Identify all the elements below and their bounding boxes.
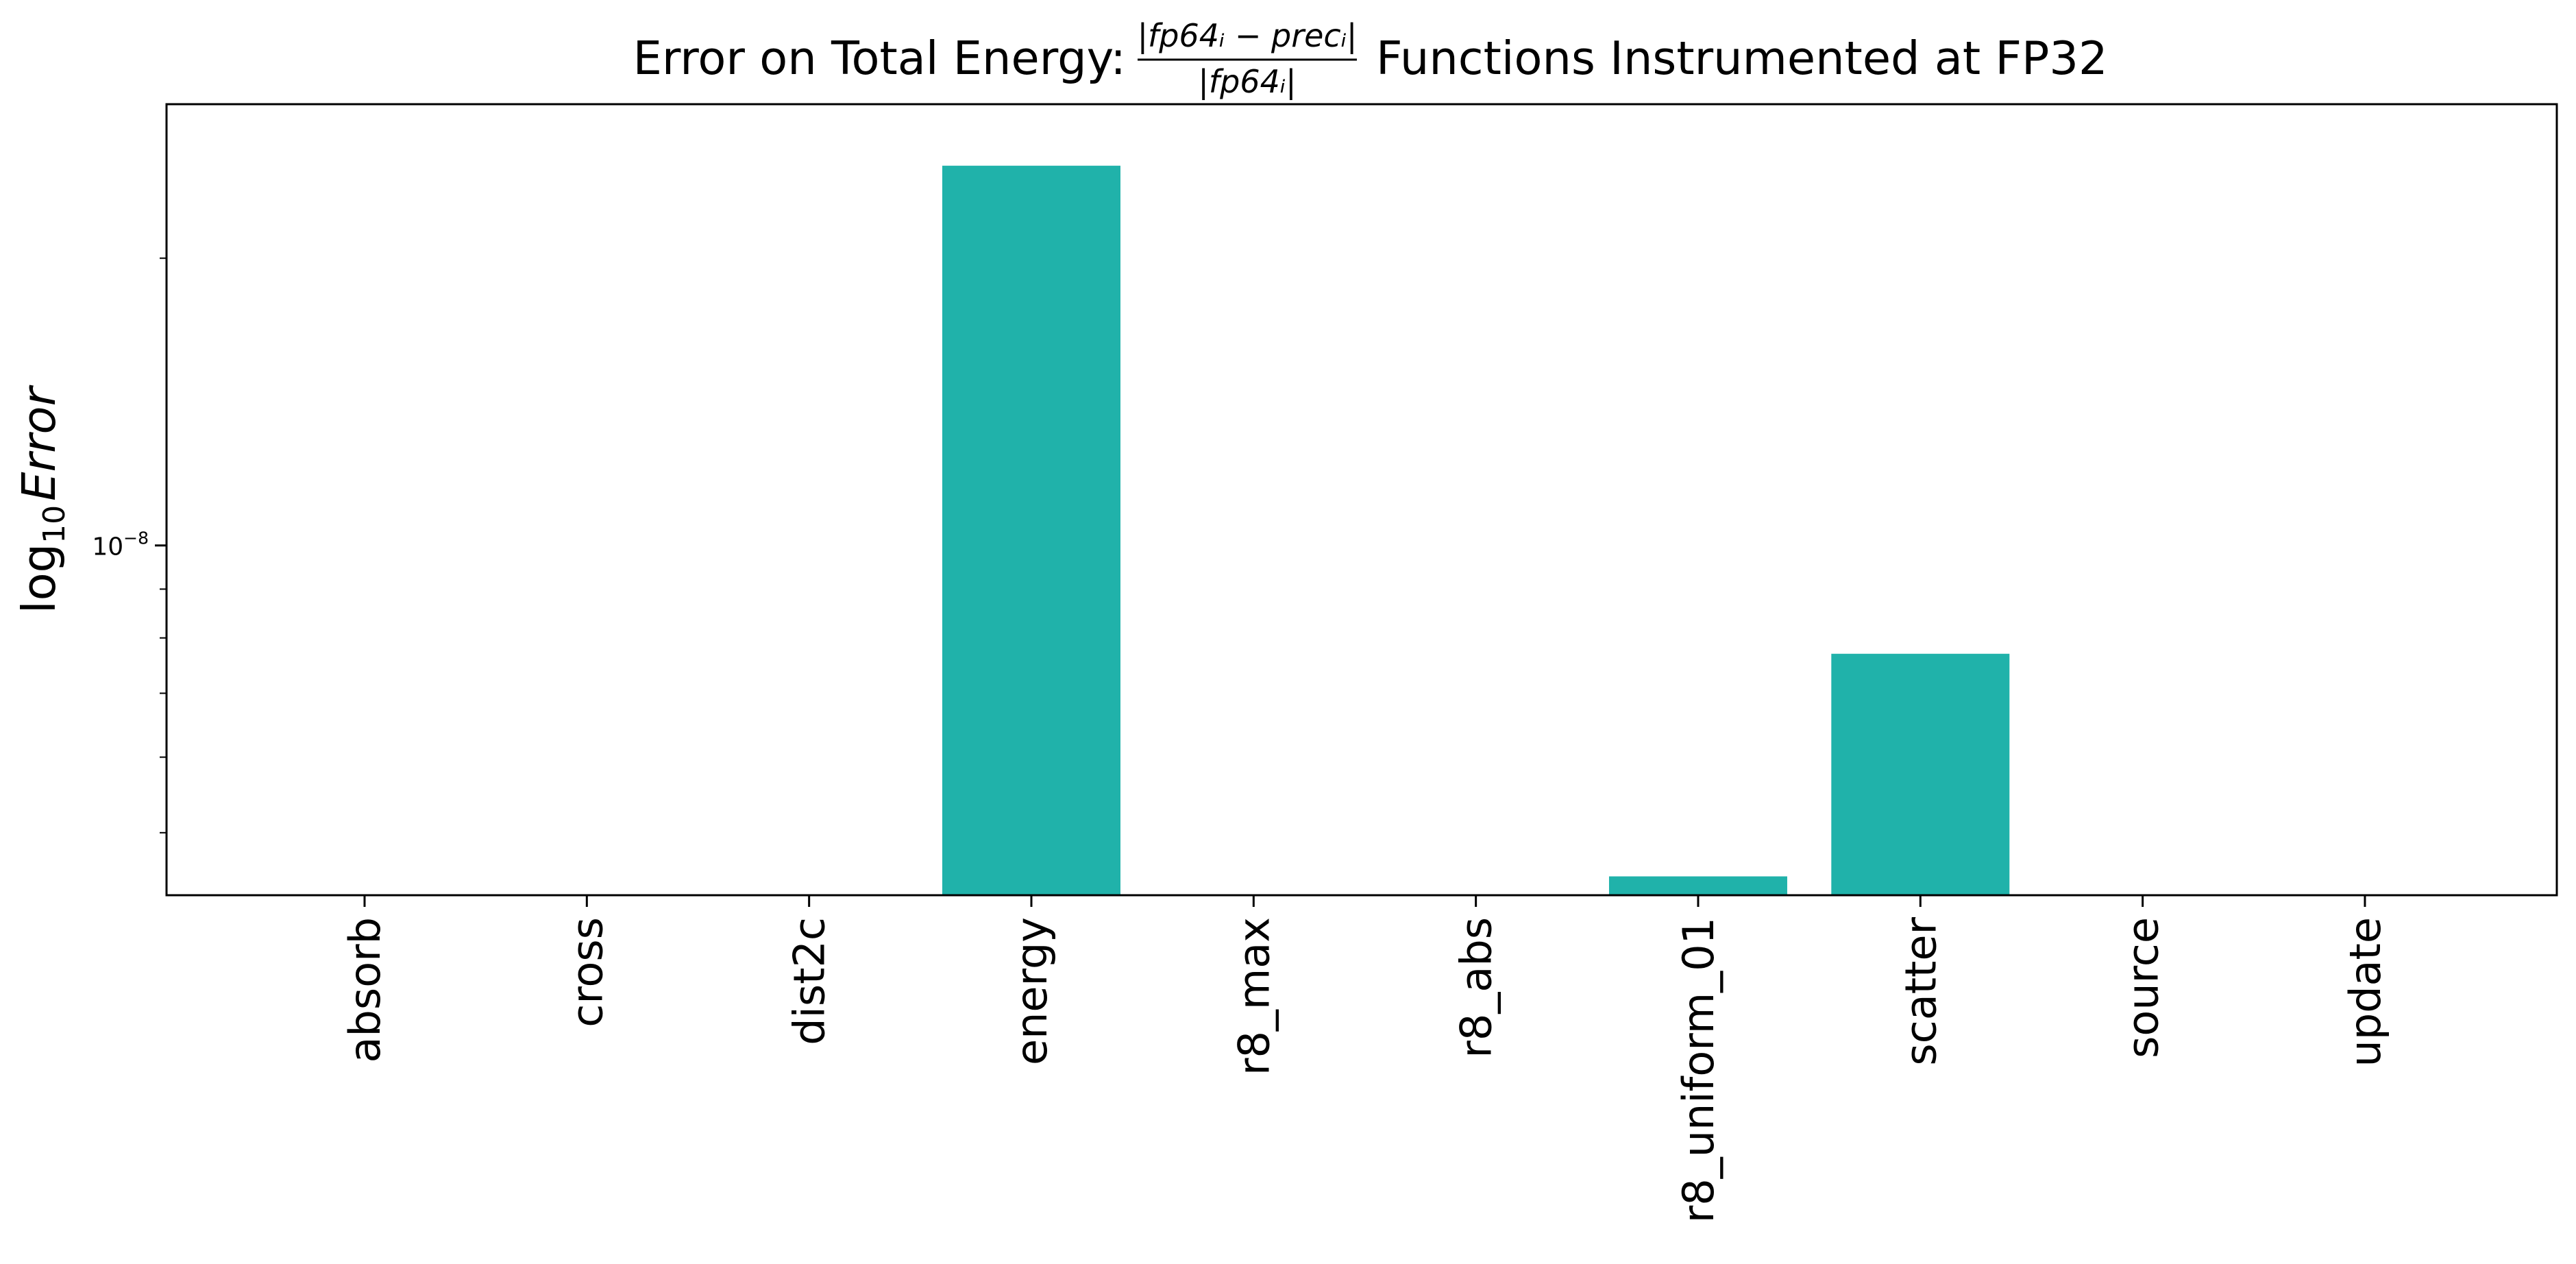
plot-frame [165, 103, 2558, 897]
x-tick-label-dist2c: dist2c [785, 917, 835, 1045]
bars [942, 165, 2010, 896]
x-tick-label-r8_abs: r8_abs [1451, 917, 1501, 1058]
ylabel-subscript: 10 [37, 505, 72, 544]
title-fraction-numerator: |fp64ᵢ − precᵢ| [1138, 17, 1358, 55]
title-prefix: Error on Total Energy: [633, 32, 1126, 85]
x-tick-label-update: update [2340, 917, 2390, 1067]
x-tick-label-r8_uniform_01: r8_uniform_01 [1673, 917, 1724, 1223]
x-tick-label-absorb: absorb [340, 917, 390, 1062]
x-ticks [363, 895, 2366, 907]
y-major-ticks: 10−8 [92, 528, 167, 561]
x-tick-label-scatter: scatter [1896, 916, 1946, 1065]
title-suffix: Functions Instrumented at FP32 [1376, 32, 2108, 85]
x-tick-labels: absorb cross dist2c energy r8_max r8_abs r8_un… [340, 916, 2390, 1223]
x-tick-label-r8_max: r8_max [1229, 917, 1279, 1075]
y-tick-label: 10−8 [92, 528, 149, 561]
x-tick-label-source: source [2118, 917, 2168, 1058]
x-tick-label-energy: energy [1007, 917, 1057, 1065]
title-fraction-denominator: |fp64ᵢ| [1198, 63, 1296, 101]
bar-r8_uniform_01 [1608, 876, 1787, 895]
svg-text:log10Error: log10 Error [12, 384, 72, 613]
ylabel-error: Error [12, 384, 66, 500]
x-tick-label-cross: cross [562, 917, 612, 1028]
y-axis-label: log10 Error [12, 384, 72, 613]
chart-title: Error on Total Energy: |fp64ᵢ − precᵢ| |… [633, 17, 2108, 101]
y-minor-ticks [160, 257, 167, 834]
bar-energy [942, 165, 1120, 896]
ylabel-log: log [12, 544, 66, 613]
bar-scatter [1831, 653, 2010, 895]
